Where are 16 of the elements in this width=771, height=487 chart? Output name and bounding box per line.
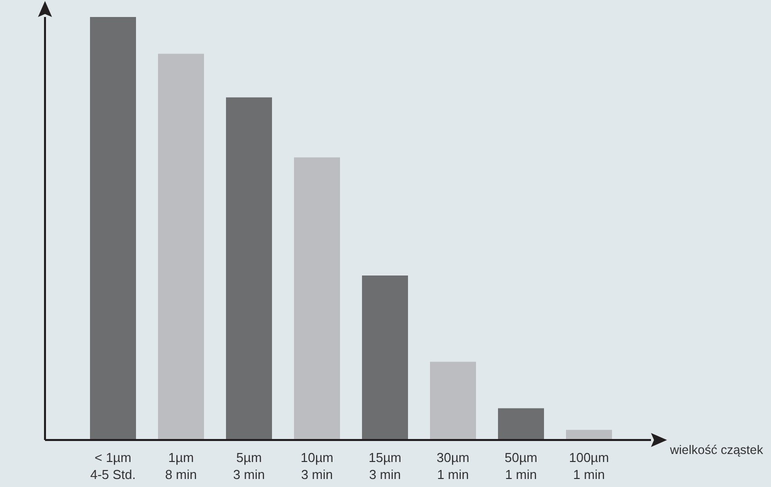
x-tick-label: 1µm 8 min [165, 450, 197, 482]
x-tick-label: < 1µm 4-5 Std. [90, 450, 136, 482]
bar [498, 408, 544, 440]
bar [158, 54, 204, 440]
x-tick-label: 15µm 3 min [368, 450, 402, 482]
x-tick-label: 10µm 3 min [300, 450, 334, 482]
bar [430, 362, 476, 440]
bar [90, 17, 136, 440]
bar [226, 97, 272, 440]
x-tick-label: 50µm 1 min [504, 450, 538, 482]
x-tick-label: 30µm 1 min [436, 450, 470, 482]
x-tick-label: 100µm 1 min [568, 450, 610, 482]
bar [294, 157, 340, 440]
x-axis-title: wielkość cząstek [669, 443, 764, 457]
x-tick-label: 5µm 3 min [233, 450, 265, 482]
bar [362, 275, 408, 440]
